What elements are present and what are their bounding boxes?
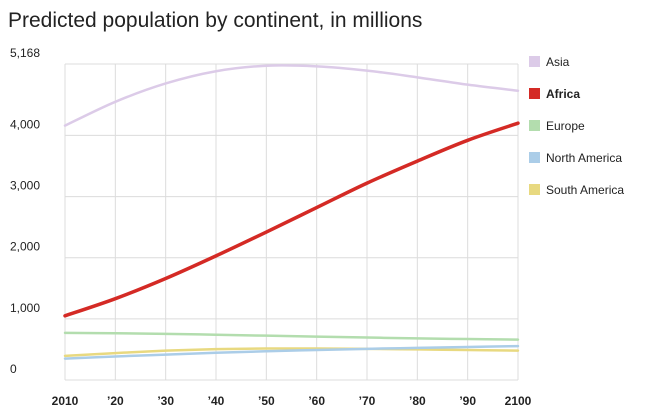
legend-swatch	[529, 88, 540, 99]
series-line	[63, 121, 520, 318]
x-tick-label: 2010	[52, 394, 79, 408]
legend-item: Europe	[529, 119, 585, 133]
series-line	[63, 344, 520, 360]
legend-swatch	[529, 56, 540, 67]
legend-swatch	[529, 152, 540, 163]
x-tick-label: ’50	[258, 394, 275, 408]
legend-swatch	[529, 120, 540, 131]
legend-item: Asia	[529, 55, 570, 69]
legend-label: Africa	[546, 87, 580, 101]
x-tick-label: ’30	[157, 394, 174, 408]
series-line	[63, 64, 520, 127]
y-tick-label: 5,168	[10, 46, 40, 60]
y-tick-label: 1,000	[10, 301, 40, 315]
legend-item: South America	[529, 183, 624, 197]
x-tick-label: ’40	[208, 394, 225, 408]
series-line	[63, 347, 520, 358]
legend-item: Africa	[529, 87, 580, 101]
legend-label: Europe	[546, 119, 585, 133]
x-tick-label: ’20	[107, 394, 124, 408]
legend-swatch	[529, 184, 540, 195]
x-tick-label: ’70	[359, 394, 376, 408]
series-line	[63, 331, 520, 341]
legend-item: North America	[529, 151, 622, 165]
x-tick-label: 2100	[505, 394, 532, 408]
legend-label: North America	[546, 151, 622, 165]
legend-label: South America	[546, 183, 624, 197]
y-tick-label: 3,000	[10, 179, 40, 193]
y-tick-label: 4,000	[10, 117, 40, 131]
legend-label: Asia	[546, 55, 570, 69]
x-tick-label: ’80	[409, 394, 426, 408]
chart-title: Predicted population by continent, in mi…	[8, 9, 422, 32]
y-tick-label: 0	[10, 362, 17, 376]
x-tick-label: ’90	[459, 394, 476, 408]
x-tick-label: ’60	[308, 394, 325, 408]
y-tick-label: 2,000	[10, 240, 40, 254]
